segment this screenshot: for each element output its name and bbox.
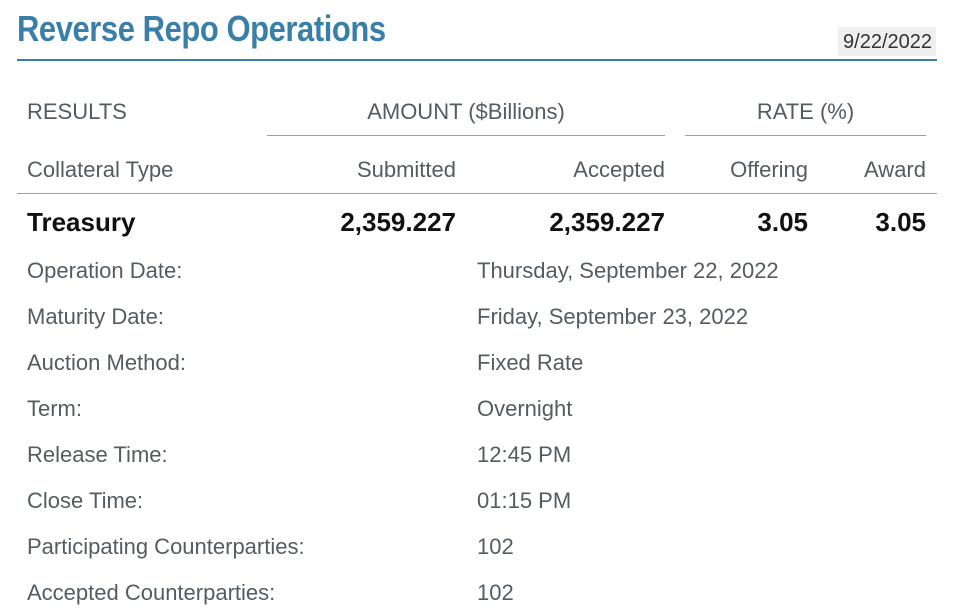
row-accepted-amount: 2,359.227 bbox=[549, 207, 665, 237]
amount-group-header: AMOUNT ($Billions) bbox=[367, 99, 565, 124]
detail-label-release-time: Release Time: bbox=[27, 442, 168, 467]
row-award-rate: 3.05 bbox=[875, 207, 926, 237]
detail-value-term: Overnight bbox=[477, 396, 573, 421]
title-divider bbox=[17, 59, 937, 61]
detail-value-auction-method: Fixed Rate bbox=[477, 350, 584, 375]
detail-label-auction-method: Auction Method: bbox=[27, 350, 186, 375]
row-collateral-type: Treasury bbox=[27, 207, 136, 237]
results-label: RESULTS bbox=[27, 99, 127, 124]
column-header-award: Award bbox=[864, 157, 926, 182]
detail-value-participating-counterparties: 102 bbox=[477, 534, 514, 559]
column-header-collateral-type: Collateral Type bbox=[27, 157, 174, 182]
page-title: Reverse Repo Operations bbox=[17, 8, 386, 49]
date-badge: 9/22/2022 bbox=[838, 27, 936, 56]
row-submitted-amount: 2,359.227 bbox=[340, 207, 456, 237]
detail-value-maturity-date: Friday, September 23, 2022 bbox=[477, 304, 749, 329]
amount-group-divider bbox=[267, 135, 665, 136]
header-divider bbox=[17, 193, 937, 194]
column-header-submitted: Submitted bbox=[356, 157, 456, 182]
detail-label-maturity-date: Maturity Date: bbox=[27, 304, 164, 329]
detail-value-close-time: 01:15 PM bbox=[477, 488, 572, 513]
detail-label-close-time: Close Time: bbox=[27, 488, 144, 513]
row-offering-rate: 3.05 bbox=[757, 207, 808, 237]
detail-value-release-time: 12:45 PM bbox=[477, 442, 572, 467]
detail-value-accepted-counterparties: 102 bbox=[477, 580, 514, 605]
detail-label-accepted-counterparties: Accepted Counterparties: bbox=[27, 580, 276, 605]
detail-value-operation-date: Thursday, September 22, 2022 bbox=[477, 258, 779, 283]
rate-group-header: RATE (%) bbox=[756, 99, 855, 124]
detail-label-term: Term: bbox=[27, 396, 82, 421]
rate-group-divider bbox=[685, 135, 926, 136]
column-header-accepted: Accepted bbox=[573, 157, 665, 182]
detail-label-operation-date: Operation Date: bbox=[27, 258, 183, 283]
column-header-offering: Offering bbox=[730, 157, 808, 182]
detail-label-participating-counterparties: Participating Counterparties: bbox=[27, 534, 305, 559]
